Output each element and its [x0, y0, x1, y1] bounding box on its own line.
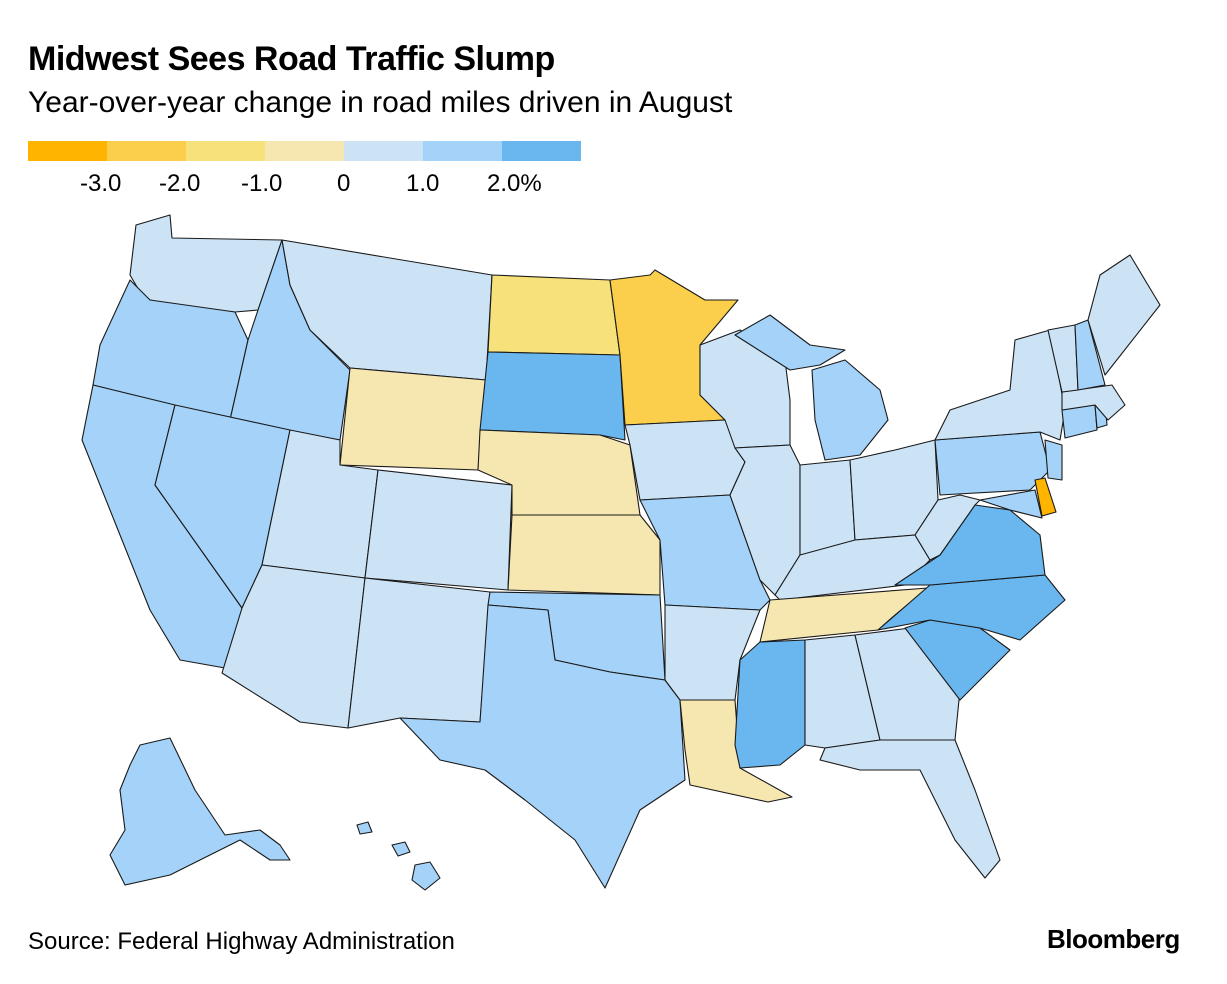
legend-swatch: [344, 141, 423, 161]
legend-swatch: [502, 141, 581, 161]
legend-swatch: [265, 141, 344, 161]
state-south-dakota: [479, 351, 626, 441]
state-michigan-upper: [734, 314, 846, 371]
legend-swatch: [28, 141, 107, 161]
brand-logo: Bloomberg: [1047, 924, 1180, 954]
state-maine: [1087, 254, 1161, 376]
state-alaska: [109, 737, 291, 886]
state-north-dakota: [487, 274, 621, 356]
state-pennsylvania: [934, 431, 1051, 496]
state-west-virginia: [914, 494, 981, 561]
source-note: Source: Federal Highway Administration: [28, 928, 455, 955]
state-connecticut: [1061, 404, 1098, 439]
legend-tick: -3.0: [80, 170, 122, 197]
state-wyoming: [339, 367, 487, 471]
state-mississippi: [734, 639, 806, 769]
color-legend: [28, 141, 581, 161]
legend-tick: -2.0: [159, 170, 201, 197]
state-kansas: [507, 514, 661, 596]
legend-tick: 1.0: [406, 170, 440, 197]
legend-swatch: [423, 141, 502, 161]
chart-title: Midwest Sees Road Traffic Slump: [28, 40, 555, 78]
state-new-york: [934, 329, 1066, 441]
chart-subtitle: Year-over-year change in road miles driv…: [28, 86, 733, 119]
state-texas: [399, 604, 686, 889]
state-georgia: [854, 627, 961, 741]
state-colorado: [364, 469, 513, 591]
us-state-map: [81, 214, 1161, 891]
state-hawaii-maui: [391, 841, 411, 857]
state-maryland: [979, 489, 1043, 519]
state-hawaii: [411, 861, 441, 891]
state-florida: [819, 739, 1001, 879]
legend-swatch: [107, 141, 186, 161]
state-new-mexico: [347, 577, 491, 729]
state-delaware: [1034, 477, 1057, 517]
state-new-hampshire: [1074, 319, 1106, 391]
legend-tick: 2.0%: [487, 170, 542, 197]
legend-tick: 0: [337, 170, 351, 197]
legend-tick: -1.0: [241, 170, 283, 197]
state-hawaii-oahu: [356, 821, 373, 835]
state-iowa: [624, 419, 746, 501]
state-new-jersey: [1044, 439, 1063, 481]
legend-swatch: [186, 141, 265, 161]
state-michigan: [811, 359, 889, 461]
state-washington: [129, 214, 283, 313]
state-massachusetts: [1061, 384, 1126, 421]
